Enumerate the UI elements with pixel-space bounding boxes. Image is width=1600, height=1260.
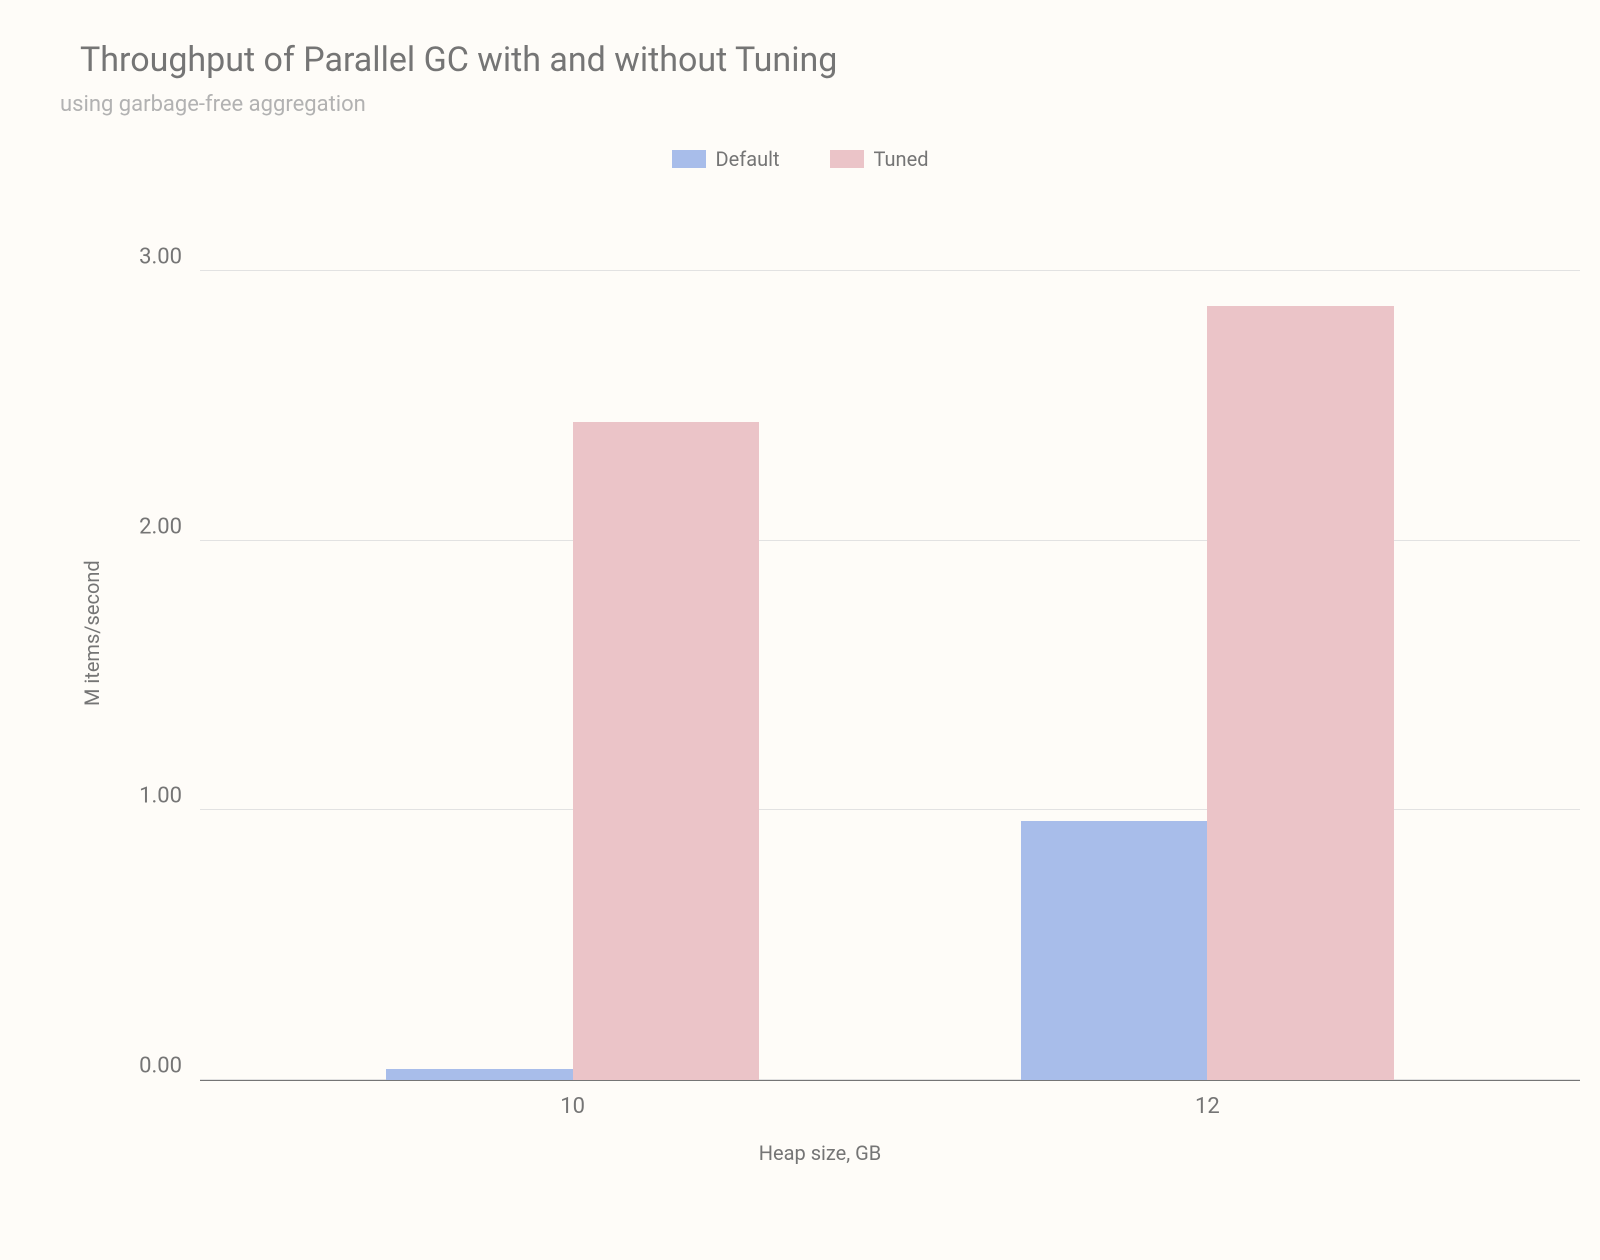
chart-area: M items/second 0.001.002.003.001012 Heap… [120,191,1520,1165]
bar-default [386,1069,572,1080]
legend-label: Tuned [874,147,929,171]
legend-label: Default [716,147,780,171]
y-tick-label: 1.00 [139,784,200,809]
legend-item-tuned: Tuned [830,147,929,171]
bar-tuned [1207,306,1393,1080]
x-tick-label: 10 [560,1080,585,1119]
gridline [200,270,1580,271]
y-tick-label: 2.00 [139,514,200,539]
x-axis-label: Heap size, GB [120,1141,1520,1165]
legend-swatch-icon [672,150,706,168]
y-axis-label: M items/second [80,560,104,706]
legend-item-default: Default [672,147,780,171]
bar-tuned [573,422,759,1080]
legend-swatch-icon [830,150,864,168]
plot-area: 0.001.002.003.001012 [200,191,1580,1081]
y-tick-label: 0.00 [139,1054,200,1079]
y-tick-label: 3.00 [139,244,200,269]
chart-title: Throughput of Parallel GC with and witho… [80,40,1540,80]
bar-default [1021,821,1207,1080]
chart-legend: Default Tuned [60,147,1540,171]
x-tick-label: 12 [1195,1080,1220,1119]
chart-page: Throughput of Parallel GC with and witho… [0,0,1600,1260]
chart-subtitle: using garbage-free aggregation [60,92,1540,117]
